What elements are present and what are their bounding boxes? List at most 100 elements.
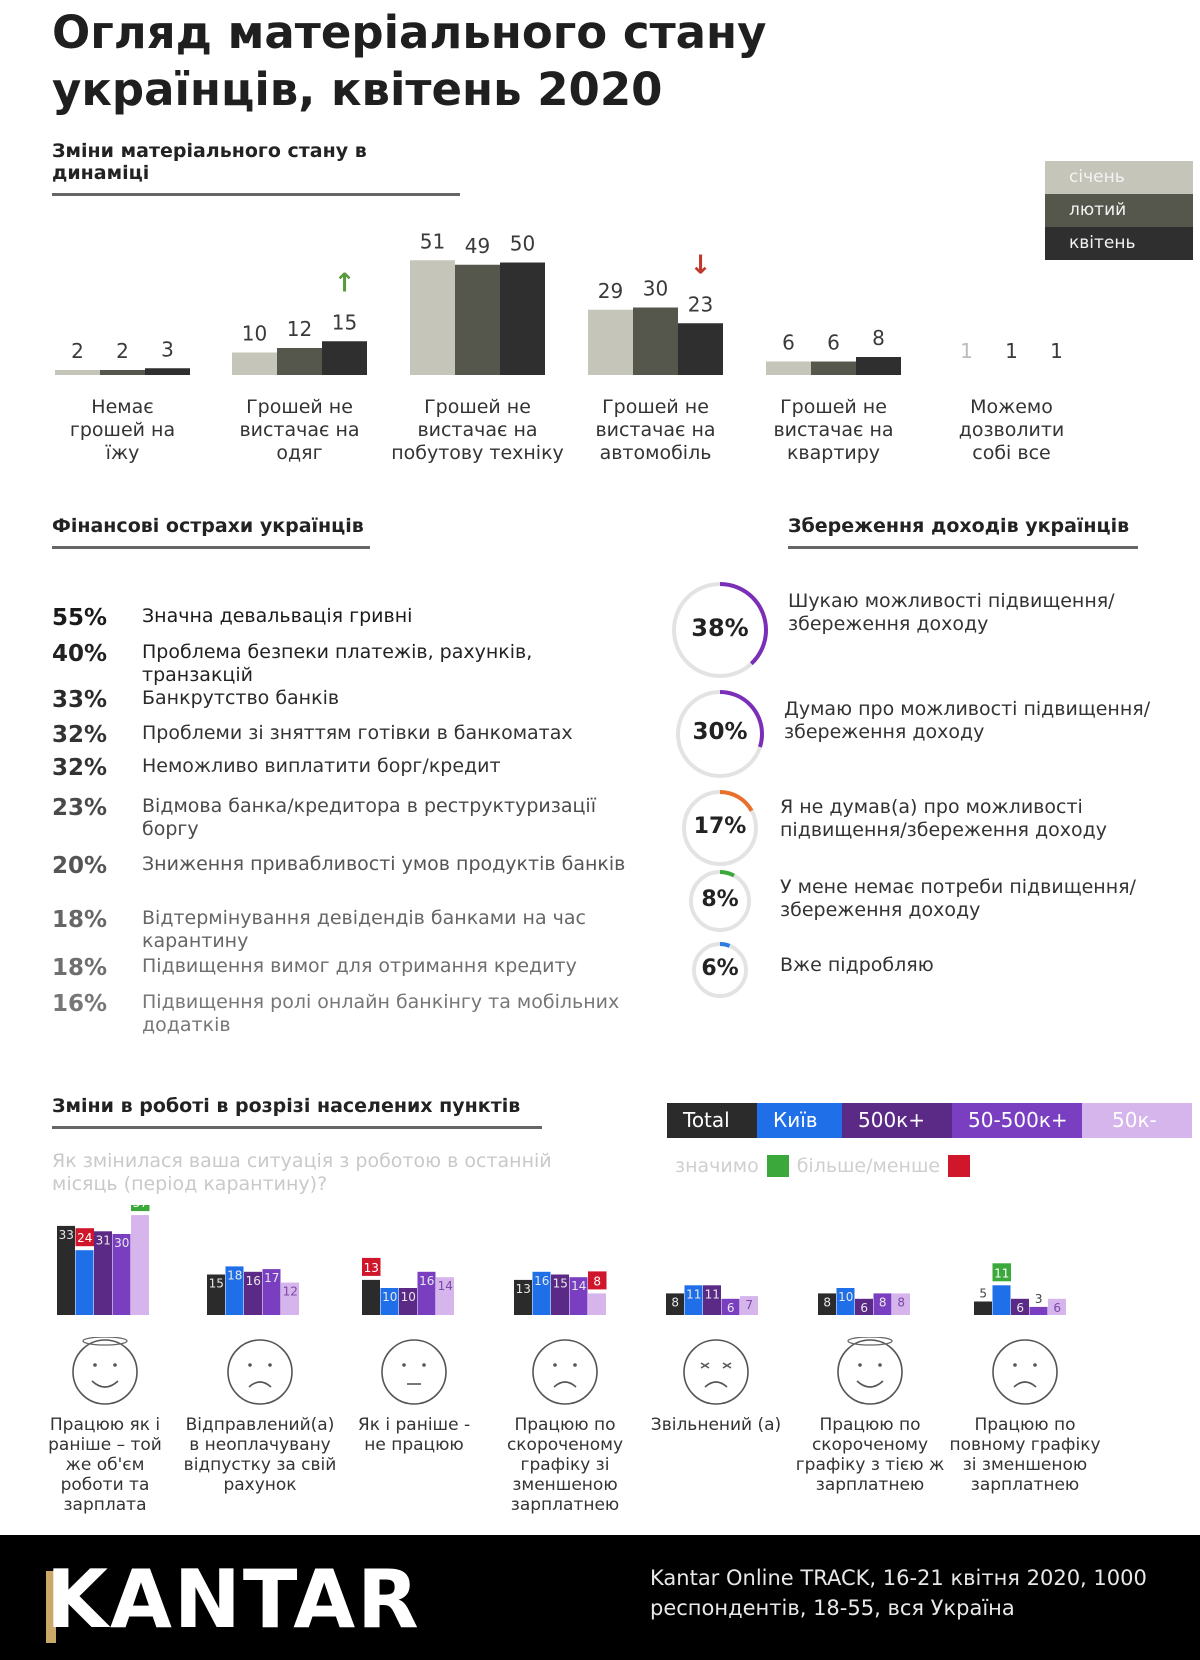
bar-1-2	[322, 341, 367, 375]
work-category-line: зарплатнею	[815, 1475, 925, 1495]
bar-2-0	[410, 260, 455, 375]
work-bar-value: 10	[838, 1290, 853, 1304]
work-bar-value: 24	[77, 1231, 92, 1245]
ring-arc	[682, 790, 758, 866]
bar-value-label: 6	[827, 331, 840, 355]
face-outline	[227, 1339, 293, 1405]
fear-text: Проблеми зі зняттям готівки в банкоматах	[142, 722, 573, 744]
work-category-line: зарплатнею	[970, 1475, 1080, 1495]
work-bar-value: 14	[571, 1279, 586, 1293]
savings-item: 17% Я не думав(а) про можливості підвищен…	[660, 788, 1200, 878]
bar-1-0	[232, 352, 277, 375]
fear-text: Відтермінування девідендів банками на ча…	[142, 907, 586, 952]
fear-text: Банкрутство банків	[142, 687, 340, 709]
bar-4-2	[856, 357, 901, 375]
work-bar-0-1	[75, 1250, 94, 1315]
ring-arc	[689, 870, 751, 932]
segment-50k: 50к-	[1082, 1103, 1192, 1138]
work-category-line: Працюю по	[514, 1415, 616, 1435]
category-label: Немає	[91, 396, 153, 418]
work-bar-3-2	[551, 1274, 569, 1315]
work-category-line: Звільнений (а)	[650, 1415, 782, 1435]
work-bar-6-1	[992, 1285, 1011, 1315]
savings-item: 6% Вже підробляю	[660, 940, 1200, 1010]
work-category-line: Відправлений(а)	[185, 1415, 335, 1435]
savings-text: Я не думав(а) про можливості підвищення/…	[780, 796, 1108, 841]
face-eye	[553, 1363, 557, 1367]
bar-value-label: 1	[960, 339, 973, 363]
work-bar-value: 33	[59, 1228, 74, 1242]
work-bar-value: 16	[534, 1274, 549, 1288]
work-category-line: скороченому	[506, 1435, 624, 1455]
face-eye	[700, 1362, 710, 1369]
savings-percent: 30%	[692, 719, 748, 746]
fear-percent: 40%	[52, 641, 108, 667]
face-eye	[93, 1363, 97, 1367]
angry-face-icon	[683, 1339, 749, 1405]
significance-legend: значимо більше/менше	[675, 1155, 978, 1177]
work-bar-1-1	[225, 1266, 244, 1315]
fear-text: Значна девальвація гривні	[142, 605, 413, 627]
bar-value-label: 6	[782, 331, 795, 355]
category-label: їжу	[105, 442, 140, 464]
work-bar-chart: 3324313037151816171213101016141316151488…	[57, 1205, 1066, 1315]
category-label: собі все	[972, 442, 1050, 464]
sad-face-icon	[992, 1339, 1058, 1405]
category-label: вистачає на	[239, 419, 359, 441]
work-bar-value: 30	[114, 1236, 129, 1250]
face-eye	[878, 1363, 882, 1367]
work-bar-value: 3	[1035, 1292, 1043, 1306]
fear-text: Зниження привабливості умов продуктів ба…	[142, 853, 626, 875]
category-label: вистачає на	[773, 419, 893, 441]
face-eye	[858, 1363, 862, 1367]
work-bar-value: 10	[382, 1290, 397, 1304]
bar-value-label: 3	[161, 337, 174, 361]
category-label: квартиру	[787, 442, 880, 464]
face-eye	[402, 1363, 406, 1367]
face-outline	[532, 1339, 598, 1405]
work-bar-5-2	[855, 1298, 873, 1315]
trend-arrow-up: ↑	[334, 268, 356, 298]
bar-value-label: 1	[1005, 339, 1018, 363]
bar-value-label: 12	[287, 317, 312, 341]
savings-text: Думаю про можливості підвищення/збережен…	[784, 698, 1151, 743]
work-bar-0-4	[131, 1215, 149, 1315]
work-bar-value: 6	[727, 1301, 735, 1315]
significance-marker	[131, 1205, 150, 1212]
work-bar-1-0	[207, 1274, 225, 1315]
work-category-line: графіку з тією ж	[795, 1455, 945, 1475]
work-bar-value: 16	[246, 1274, 261, 1288]
significance-marker	[362, 1257, 381, 1276]
face-outline	[992, 1339, 1058, 1405]
savings-item: 8% У мене немає потреби підвищення/збереж…	[660, 868, 1200, 944]
category-label: вистачає на	[417, 419, 537, 441]
bar-value-label: 30	[643, 277, 668, 301]
work-category-line: повному графіку	[949, 1435, 1101, 1455]
face-eye	[1013, 1363, 1017, 1367]
ring-arc	[676, 690, 764, 778]
bar-0-1	[100, 370, 145, 375]
face-eye	[113, 1363, 117, 1367]
work-bar-6-2	[1011, 1298, 1029, 1315]
category-label: грошей на	[70, 419, 175, 441]
work-bar-value: 6	[860, 1301, 868, 1315]
category-label: автомобіль	[600, 442, 712, 464]
work-bar-6-0	[974, 1301, 992, 1315]
work-bar-0-2	[94, 1231, 112, 1315]
bar-value-label: 23	[688, 292, 713, 316]
face-eye	[268, 1363, 272, 1367]
savings-percent: 17%	[693, 813, 747, 839]
work-bar-2-4	[436, 1277, 454, 1315]
work-category-line: зі зменшеною	[962, 1455, 1088, 1475]
ring-arc	[672, 582, 768, 678]
work-category-line: зарплатнею	[510, 1495, 620, 1515]
source-note: Kantar Online TRACK, 16-21 квітня 2020, …	[650, 1566, 1147, 1620]
fear-percent: 20%	[52, 853, 108, 879]
segment-kyiv: Київ	[757, 1103, 842, 1138]
fear-percent: 16%	[52, 991, 108, 1017]
work-bar-value: 7	[745, 1298, 753, 1312]
savings-item: 38% Шукаю можливості підвищення/ збережен…	[660, 580, 1200, 690]
legend-item-april: квітень	[1045, 227, 1193, 260]
work-bar-value: 15	[553, 1277, 568, 1291]
